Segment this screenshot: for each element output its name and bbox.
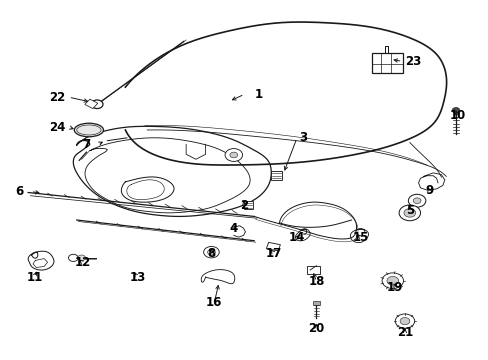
Text: 9: 9 — [424, 184, 432, 197]
Text: 19: 19 — [386, 281, 403, 294]
Text: 1: 1 — [255, 88, 263, 101]
Bar — [266, 242, 280, 251]
Circle shape — [78, 255, 85, 261]
Circle shape — [399, 318, 409, 325]
Circle shape — [91, 100, 103, 109]
Circle shape — [203, 247, 219, 258]
Circle shape — [207, 249, 215, 255]
Text: 15: 15 — [352, 231, 368, 244]
Bar — [312, 301, 320, 305]
Circle shape — [68, 254, 78, 261]
Text: 24: 24 — [49, 121, 65, 134]
Text: 21: 21 — [396, 327, 412, 339]
Bar — [271, 171, 282, 180]
Text: 7: 7 — [82, 138, 90, 151]
Text: 2: 2 — [240, 198, 248, 212]
Text: 5: 5 — [405, 204, 413, 217]
Circle shape — [451, 108, 459, 113]
Circle shape — [229, 152, 237, 158]
Circle shape — [381, 273, 403, 289]
Text: 20: 20 — [308, 322, 324, 335]
Text: 11: 11 — [26, 271, 42, 284]
Circle shape — [407, 194, 425, 207]
Circle shape — [412, 198, 420, 203]
Text: 23: 23 — [405, 55, 421, 68]
Bar — [84, 99, 98, 109]
Bar — [371, 53, 403, 73]
Text: 18: 18 — [307, 275, 324, 288]
Text: 4: 4 — [229, 222, 238, 235]
Ellipse shape — [74, 123, 103, 137]
Text: 14: 14 — [288, 231, 305, 244]
Text: 13: 13 — [129, 271, 145, 284]
Text: 16: 16 — [206, 296, 222, 309]
Circle shape — [394, 314, 414, 328]
Text: 3: 3 — [298, 131, 306, 144]
Text: 10: 10 — [448, 109, 465, 122]
Circle shape — [403, 208, 415, 217]
Text: 22: 22 — [49, 91, 65, 104]
Text: 8: 8 — [207, 247, 215, 260]
Bar — [243, 201, 253, 208]
Bar — [306, 266, 320, 274]
Text: 17: 17 — [265, 247, 281, 260]
Circle shape — [386, 276, 398, 285]
Circle shape — [398, 205, 420, 221]
Text: 12: 12 — [75, 256, 91, 269]
Text: 6: 6 — [16, 185, 24, 198]
Circle shape — [224, 149, 242, 161]
